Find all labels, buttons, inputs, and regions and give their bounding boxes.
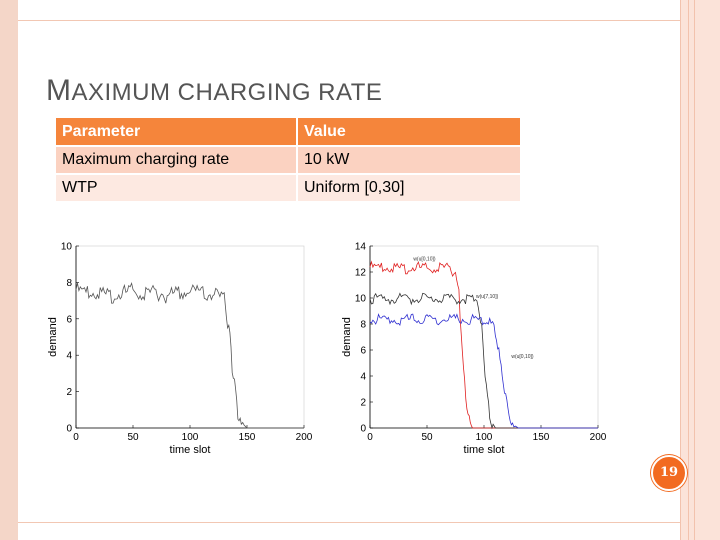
- frame-right-line-inner: [694, 0, 695, 540]
- y-tick-label: 10: [355, 294, 367, 305]
- series-line: [369, 313, 598, 429]
- page-number-badge: 19: [651, 455, 687, 491]
- x-tick-label: 150: [239, 432, 256, 443]
- table-row: Maximum charging rate 10 kW: [56, 146, 522, 175]
- series-annotation: w(u[0,10]): [511, 354, 534, 360]
- table-row: WTP Uniform [0,30]: [56, 174, 522, 203]
- y-tick-label: 0: [360, 424, 366, 435]
- frame-top-line: [18, 0, 680, 21]
- y-tick-label: 8: [360, 320, 366, 331]
- y-tick-label: 12: [355, 268, 367, 279]
- y-tick-label: 2: [66, 387, 72, 398]
- table-header-value: Value: [297, 118, 522, 147]
- slide-title: MAXIMUM CHARGING RATE: [46, 74, 382, 108]
- x-tick-label: 0: [73, 432, 79, 443]
- slide-title-initial: M: [46, 74, 72, 107]
- series-line: [75, 281, 304, 429]
- x-tick-label: 200: [296, 432, 313, 443]
- y-tick-label: 14: [355, 242, 367, 253]
- x-tick-label: 100: [182, 432, 199, 443]
- series-line: [369, 260, 598, 429]
- x-tick-label: 150: [533, 432, 550, 443]
- parameter-table: Parameter Value Maximum charging rate 10…: [56, 118, 522, 203]
- y-axis-label: demand: [341, 317, 353, 357]
- x-tick-label: 50: [127, 432, 139, 443]
- slide-title-rest: AXIMUM CHARGING RATE: [71, 79, 383, 106]
- demand-chart-left: 0 50 100 150 200 0 2 4 6 8 10 time slot demand: [47, 242, 313, 457]
- y-tick-label: 0: [66, 424, 72, 435]
- demand-chart-right: 0 50 100 150 200 0 2 4 6 8 10 12 14 time slot demand w(…: [341, 242, 607, 457]
- y-tick-label: 4: [360, 372, 366, 383]
- y-tick-label: 4: [66, 351, 72, 362]
- table-header-row: Parameter Value: [56, 118, 522, 147]
- series-line: [369, 292, 598, 430]
- y-axis-label: demand: [47, 317, 59, 357]
- series-annotation: w(u[7,10]): [476, 294, 499, 300]
- table-cell: Maximum charging rate: [56, 146, 298, 175]
- series-annotation: w(u[0,10]): [413, 256, 436, 262]
- frame-bottom-line: [18, 522, 680, 523]
- table-cell: Uniform [0,30]: [297, 174, 522, 203]
- table-cell: WTP: [56, 174, 298, 203]
- y-tick-label: 8: [66, 278, 72, 289]
- x-tick-label: 0: [367, 432, 373, 443]
- frame-left-band: [0, 0, 18, 540]
- plot-area-frame: [369, 245, 599, 429]
- x-tick-label: 50: [421, 432, 433, 443]
- x-axis-label: time slot: [464, 444, 505, 456]
- y-tick-label: 6: [360, 346, 366, 357]
- x-tick-label: 100: [476, 432, 493, 443]
- y-tick-label: 2: [360, 398, 366, 409]
- y-tick-label: 10: [61, 242, 73, 253]
- plot-area-frame: [75, 245, 305, 429]
- frame-right-band: [680, 0, 720, 540]
- x-tick-label: 200: [590, 432, 607, 443]
- y-tick-label: 6: [66, 314, 72, 325]
- x-axis-label: time slot: [170, 444, 211, 456]
- frame-right-line: [688, 0, 689, 540]
- table-cell: 10 kW: [297, 146, 522, 175]
- table-header-parameter: Parameter: [56, 118, 298, 147]
